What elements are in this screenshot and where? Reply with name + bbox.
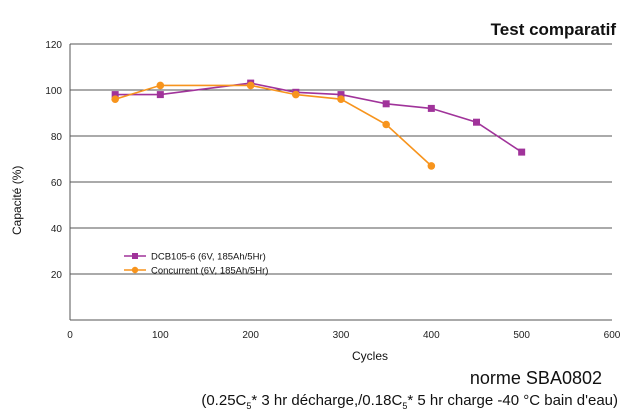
y-tick-label: 100	[45, 86, 62, 97]
x-tick-label: 0	[67, 330, 73, 341]
data-point	[111, 91, 119, 99]
chart-title: Test comparatif	[490, 20, 616, 39]
x-tick-label: 100	[152, 330, 169, 341]
data-point	[156, 81, 165, 90]
x-tick-label: 400	[423, 330, 440, 341]
data-point	[111, 95, 119, 103]
x-tick-label: 300	[333, 330, 350, 341]
norme-label: norme SBA0802	[469, 368, 602, 388]
legend-marker	[131, 266, 139, 274]
test-conditions: (0.25C5* 3 hr décharge,/0.18C5* 5 hr cha…	[201, 392, 618, 411]
x-axis-label: Cycles	[351, 349, 388, 363]
y-tick-label: 40	[51, 224, 63, 235]
data-point	[427, 162, 436, 170]
data-point	[292, 90, 300, 99]
y-tick-label: 20	[51, 270, 63, 281]
x-tick-label: 600	[604, 330, 621, 341]
y-tick-label: 120	[45, 40, 62, 51]
series-line-1	[115, 82, 523, 153]
legend-label: DCB105-6 (6V, 185Ah/5Hr)	[151, 252, 266, 263]
x-tick-label: 200	[242, 330, 259, 341]
y-tick-label: 80	[51, 132, 63, 143]
data-point	[246, 81, 255, 90]
data-point	[382, 120, 390, 129]
legend-label: Concurrent (6V, 185Ah/5Hr)	[151, 266, 268, 277]
data-point	[382, 100, 390, 108]
data-point	[518, 148, 526, 156]
x-tick-label: 500	[513, 330, 530, 341]
data-point	[473, 118, 480, 126]
data-point	[156, 91, 164, 99]
data-point	[337, 95, 345, 103]
data-point	[427, 104, 435, 112]
data-point	[337, 91, 345, 99]
legend-marker	[132, 253, 138, 259]
y-tick-label: 60	[51, 178, 63, 189]
